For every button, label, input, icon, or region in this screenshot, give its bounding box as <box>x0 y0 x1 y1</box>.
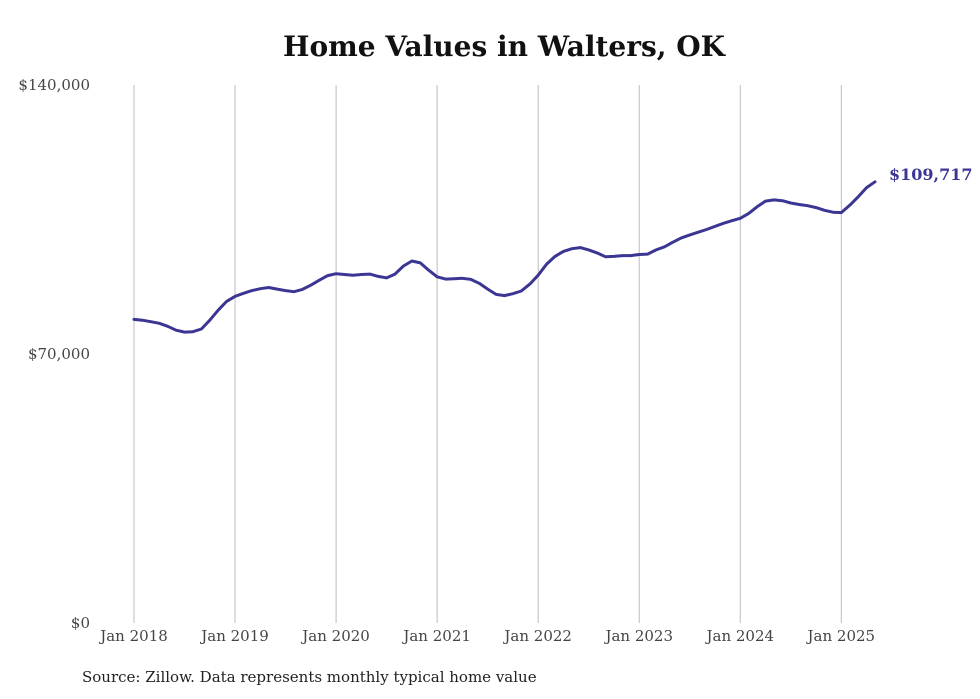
x-tick-label: Jan 2021 <box>401 627 471 645</box>
x-tick-label: Jan 2018 <box>98 627 168 645</box>
x-tick-label: Jan 2023 <box>603 627 673 645</box>
end-value-label: $109,717 <box>889 165 973 184</box>
y-tick-label: $0 <box>71 614 90 632</box>
series-group: $109,717 <box>132 165 973 334</box>
y-tick-label: $70,000 <box>28 345 90 363</box>
chart-title: Home Values in Walters, OK <box>283 30 725 63</box>
y-axis-ticks: $0 $70,000 $140,000 <box>18 76 90 632</box>
x-tick-label: Jan 2024 <box>704 627 774 645</box>
x-axis-ticks: Jan 2018 Jan 2019 Jan 2020 Jan 2021 Jan 2022… <box>98 627 875 645</box>
x-tick-label: Jan 2019 <box>199 627 269 645</box>
grid-lines <box>133 85 842 623</box>
y-tick-label: $140,000 <box>18 76 90 94</box>
x-tick-label: Jan 2022 <box>502 627 572 645</box>
x-tick-label: Jan 2020 <box>300 627 370 645</box>
source-note: Source: Zillow. Data represents monthly … <box>82 668 537 686</box>
series-line <box>132 180 877 334</box>
x-tick-label: Jan 2025 <box>806 627 876 645</box>
